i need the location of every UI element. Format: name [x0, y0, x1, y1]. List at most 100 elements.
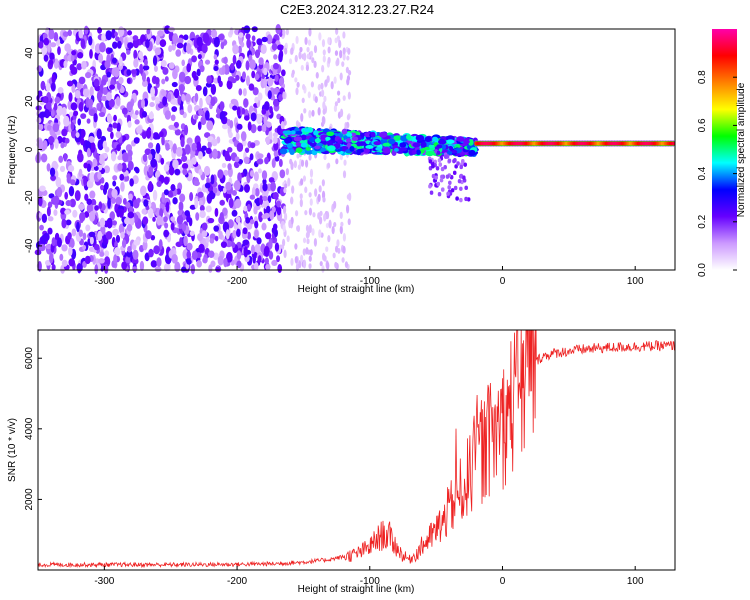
spectrogram-cell: [127, 160, 134, 171]
spectrogram-cell: [205, 147, 212, 155]
spectrogram-cell: [321, 116, 325, 124]
spectrogram-cell: [60, 264, 65, 274]
spectrogram-cell: [89, 86, 94, 97]
spectrogram-cell: [251, 70, 256, 79]
spectrogram-cell: [115, 36, 120, 42]
spectrogram-cell: [76, 63, 83, 71]
spectrogram-cell: [42, 139, 48, 150]
spectrogram-cell: [86, 147, 91, 158]
spectrogram-cell: [77, 52, 84, 59]
spectrogram-cell: [188, 217, 193, 227]
spectrogram-cell: [253, 262, 259, 271]
spectrogram-cell: [261, 124, 267, 132]
spectrogram-cell: [147, 142, 154, 149]
spectrogram-cell: [181, 155, 188, 163]
spectrogram-cell: [82, 244, 87, 251]
spectrogram-cell: [309, 178, 313, 185]
spectrogram-cell: [198, 108, 204, 116]
spectrogram-cell: [264, 157, 269, 165]
spectrogram-cell: [176, 215, 184, 225]
spectrogram-cell: [160, 60, 167, 67]
spectrogram-cell: [43, 95, 48, 104]
spectrogram-cell: [309, 249, 313, 256]
spectrogram-cell: [308, 154, 312, 161]
spectrogram-cell: [433, 159, 438, 165]
spectrogram-cell: [152, 189, 158, 201]
spectrogram-cell: [293, 160, 297, 169]
spectrogram-cell: [249, 194, 256, 200]
spectrogram-cell: [279, 148, 288, 155]
spectrogram-cell: [282, 29, 286, 37]
spectrogram-cell: [141, 131, 147, 140]
spectrogram-cell: [78, 168, 83, 178]
spectrogram-cell: [327, 37, 331, 45]
spectrogram-cell: [333, 221, 337, 228]
spectrogram-cell: [63, 153, 68, 162]
spectrogram-cell: [238, 32, 244, 38]
spectrogram-cell: [221, 65, 226, 75]
spectrogram-cell: [265, 232, 272, 240]
spectrogram-cell: [278, 93, 284, 102]
spectrogram-cell: [129, 178, 134, 187]
spectrogram-cell: [262, 195, 268, 202]
spectrogram-cell: [196, 68, 201, 77]
spectrogram-cell: [141, 79, 148, 88]
spectrogram-cell: [213, 65, 219, 72]
spectrogram-cell: [80, 128, 86, 139]
spectrogram-cell: [299, 198, 303, 208]
spectrogram-cell: [265, 121, 272, 128]
spectrogram-cell: [288, 219, 292, 229]
spectrogram-cell: [217, 75, 222, 84]
spectrogram-cell: [323, 255, 327, 262]
spectrogram-cell: [283, 249, 287, 259]
spectrogram-cell: [168, 45, 173, 53]
spectrogram-cell: [293, 136, 303, 142]
spectrogram-cell: [290, 196, 294, 205]
colorbar-tick-label: 0.0: [697, 263, 708, 277]
spectrogram-cell: [122, 152, 129, 163]
spectrogram-cell: [237, 45, 242, 54]
spectrogram-x-tick-label: -300: [94, 276, 114, 287]
spectrogram-cell: [126, 77, 131, 84]
spectrogram-cell: [300, 178, 304, 186]
spectrogram-cell: [445, 174, 450, 179]
spectrogram-cell: [305, 147, 311, 151]
spectrogram-cell: [148, 111, 154, 120]
spectrogram-cell: [434, 175, 438, 180]
spectrogram-cell: [300, 159, 305, 167]
spectrogram-cell: [89, 190, 96, 199]
spectrogram-cell: [284, 137, 291, 144]
spectrogram-cell: [46, 163, 51, 172]
snr-background: [38, 330, 675, 570]
spectrogram-cell: [149, 102, 155, 108]
spectrogram-cell: [177, 209, 183, 216]
spectrogram-cell: [134, 110, 139, 116]
spectrogram-cell: [108, 47, 113, 54]
spectrogram-cell: [225, 181, 232, 191]
spectrogram-cell: [305, 149, 313, 155]
spectrogram-cell: [74, 89, 81, 99]
spectrogram-cell: [357, 141, 367, 146]
spectrogram-cell: [262, 182, 268, 192]
snr-x-tick-label: -300: [94, 576, 114, 587]
snr-series-line: [38, 330, 675, 569]
spectrogram-cell: [156, 257, 162, 267]
spectrogram-cell: [325, 136, 331, 141]
spectrogram-cell: [71, 50, 77, 56]
spectrogram-cell: [267, 195, 272, 203]
spectrogram-cell: [93, 78, 100, 87]
spectrogram-cell: [158, 131, 164, 138]
spectrogram-cell: [88, 231, 96, 238]
spectrogram-cell: [134, 119, 140, 125]
spectrogram-cell: [334, 50, 339, 56]
spectrogram-cell: [189, 191, 194, 202]
spectrogram-cell: [130, 69, 137, 75]
spectrogram-cell: [373, 141, 382, 146]
spectrogram-cell: [425, 150, 435, 157]
spectrogram-cell: [282, 205, 287, 215]
spectrogram-cell: [181, 59, 186, 67]
spectrogram-cell: [222, 187, 227, 194]
spectrogram-cell: [346, 132, 353, 137]
spectrogram-cell: [119, 173, 125, 181]
spectrogram-cell: [213, 54, 218, 60]
